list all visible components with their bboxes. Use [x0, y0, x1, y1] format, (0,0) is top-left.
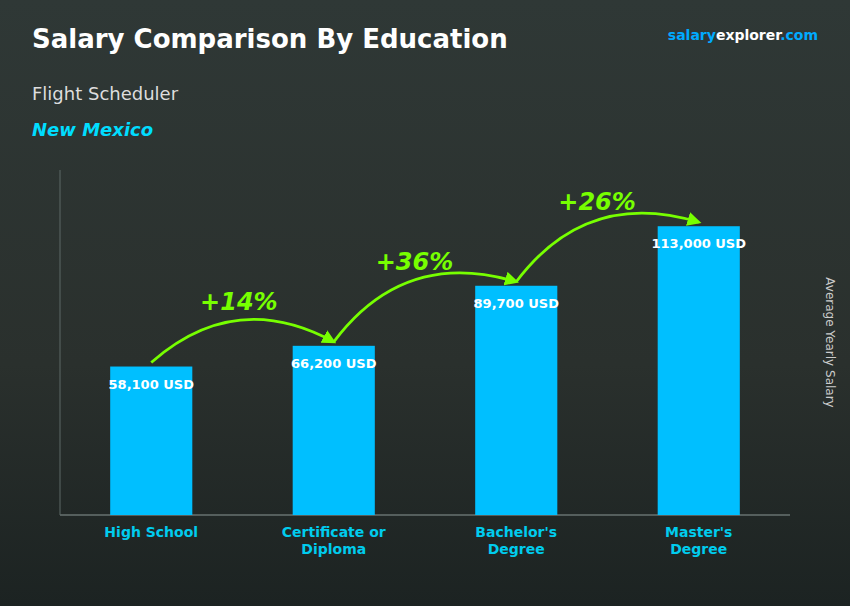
- background: [0, 0, 850, 606]
- change-label: +36%: [376, 248, 454, 276]
- change-label: +26%: [558, 188, 636, 216]
- value-label: 113,000 USD: [652, 236, 747, 251]
- credit: salaryexplorer.com: [668, 27, 818, 43]
- y-axis-label: Average Yearly Salary: [823, 277, 837, 407]
- change-arrow: [334, 273, 517, 342]
- bars: [110, 226, 740, 515]
- bar: [293, 346, 375, 515]
- category-label: High School: [104, 524, 198, 540]
- chart-svg: Salary Comparison By Education Flight Sch…: [0, 0, 850, 606]
- title: Salary Comparison By Education: [32, 24, 508, 54]
- value-label: 66,200 USD: [291, 356, 377, 371]
- credit-part: .com: [780, 27, 818, 43]
- bar: [658, 226, 740, 515]
- category-label: Certificate orDiploma: [282, 524, 386, 557]
- change-arrow: [516, 213, 699, 282]
- chart-container: Salary Comparison By Education Flight Sch…: [0, 0, 850, 606]
- y-axis-line: [60, 170, 61, 515]
- credit-part: explorer: [716, 27, 782, 43]
- value-label: 58,100 USD: [109, 377, 195, 392]
- change-label: +14%: [200, 288, 278, 316]
- bar: [475, 286, 557, 515]
- subtitle: Flight Scheduler: [32, 83, 179, 104]
- category-label: Bachelor'sDegree: [475, 524, 557, 557]
- category-label: Master'sDegree: [665, 524, 732, 557]
- value-label: 89,700 USD: [474, 296, 560, 311]
- location: New Mexico: [32, 119, 153, 140]
- credit-part: salary: [668, 27, 716, 43]
- change-arrow: [151, 319, 334, 362]
